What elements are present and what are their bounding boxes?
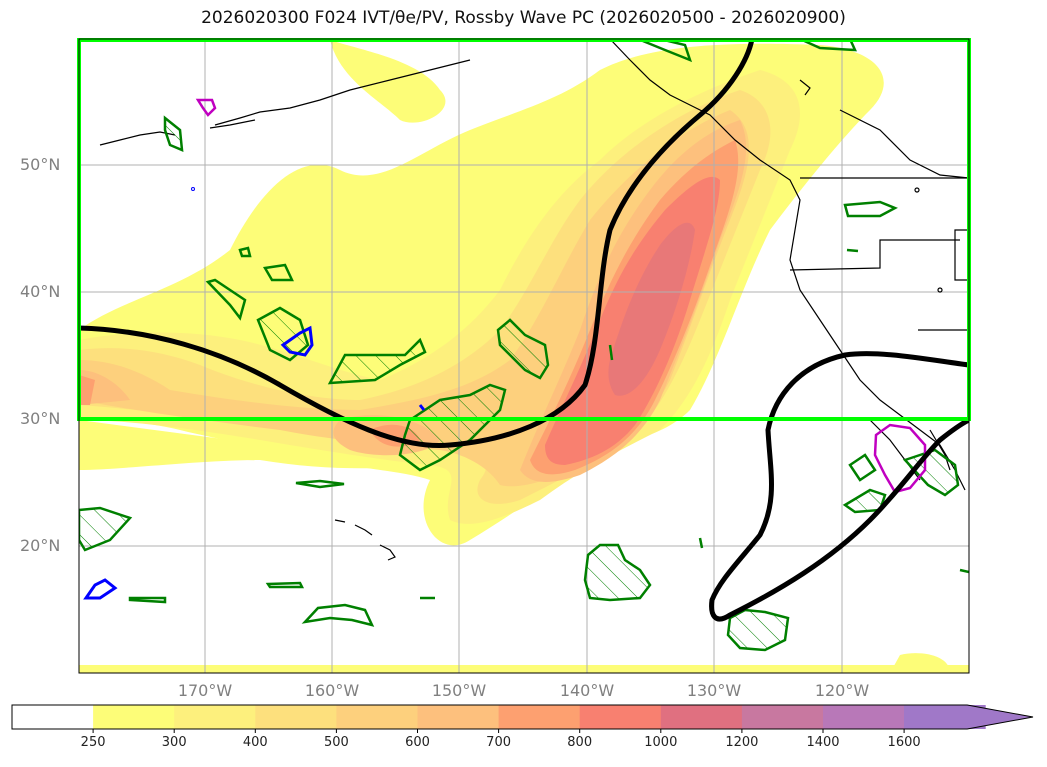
lon-label-140w: 140°W <box>559 681 615 700</box>
colorbar-tick-label: 600 <box>405 735 430 750</box>
lat-label-50: 50°N <box>20 155 61 174</box>
ivt-250-floor-b <box>890 653 950 673</box>
map-border <box>78 38 970 674</box>
ivt-1000-region <box>608 222 695 396</box>
colorbar-segment <box>660 705 743 729</box>
colorbar-segment <box>741 705 824 729</box>
colorbar-segment <box>579 705 662 729</box>
coastlines <box>99 39 969 491</box>
colorbar <box>11 704 1034 733</box>
colorbar-segment <box>498 705 581 729</box>
colorbar-segment <box>336 705 418 729</box>
lon-label-120w: 120°W <box>814 681 870 700</box>
colorbar-segment <box>823 705 905 729</box>
colorbar-segment <box>255 705 337 729</box>
colorbar-segment <box>93 705 175 729</box>
rossby-wave-contours <box>79 39 969 622</box>
graticule <box>79 39 969 673</box>
lon-label-170w: 170°W <box>177 681 233 700</box>
colorbar-tick-label: 1200 <box>725 735 759 750</box>
colorbar-tick-label: 400 <box>242 735 268 750</box>
ivt-250-nw <box>330 40 446 123</box>
map-title: 2026020300 F024 IVT/θe/PV, Rossby Wave P… <box>201 8 846 28</box>
lat-label-30: 30°N <box>20 409 61 428</box>
colorbar-segment <box>174 705 256 729</box>
pv-magenta-contours <box>195 98 927 494</box>
colorbar-tick-label: 250 <box>80 735 106 750</box>
colorbar-tick-label: 1000 <box>644 735 678 750</box>
lon-label-130w: 130°W <box>686 681 742 700</box>
colorbar-tick-label: 800 <box>567 735 593 750</box>
colorbar-tick-label: 300 <box>161 735 187 750</box>
lon-label-160w: 160°W <box>304 681 360 700</box>
colorbar-outline <box>11 704 1034 730</box>
colorbar-segment <box>417 705 500 729</box>
lat-label-20: 20°N <box>20 536 61 555</box>
colorbar-extend-arrow <box>904 705 1033 729</box>
colorbar-tick-label: 500 <box>323 735 349 750</box>
colorbar-tick-label: 1400 <box>806 735 840 750</box>
colorbar-segment <box>12 705 94 729</box>
pv-green-contours <box>79 39 969 652</box>
colorbar-tick-label: 1600 <box>887 735 921 750</box>
pv-blue-contours <box>83 187 426 600</box>
islands <box>334 79 943 561</box>
colorbar-tick-label: 700 <box>486 735 512 750</box>
lat-label-40: 40°N <box>20 282 61 301</box>
ivt-250-bottom <box>79 420 420 470</box>
ivt-250-floor <box>79 665 969 673</box>
lon-label-150w: 150°W <box>431 681 487 700</box>
